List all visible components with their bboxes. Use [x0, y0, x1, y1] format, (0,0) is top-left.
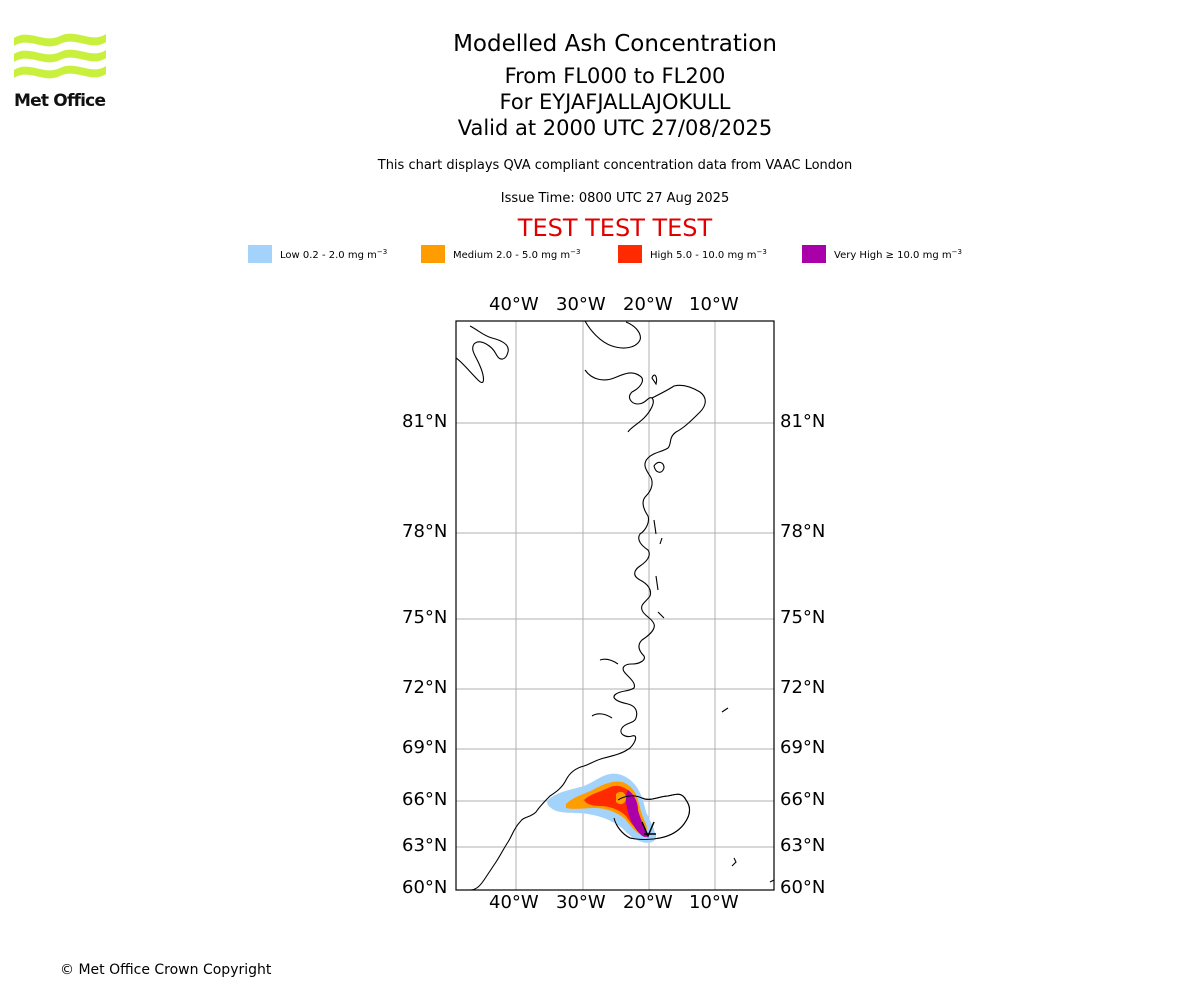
lat-tick-right-69n: 69°N — [780, 737, 826, 758]
ash-very-high-region — [625, 790, 648, 837]
lon-tick-top-40w: 40°W — [489, 294, 539, 315]
legend-swatch-very-high — [802, 245, 826, 263]
legend-swatch-medium — [421, 245, 445, 263]
lat-tick-left-72n: 72°N — [402, 677, 448, 698]
legend-item-medium: Medium 2.0 - 5.0 mg m−3 — [421, 244, 580, 264]
coast-island-2 — [653, 461, 665, 473]
legend-item-low: Low 0.2 - 2.0 mg m−3 — [248, 244, 387, 264]
coast-fjord-1 — [599, 658, 619, 665]
lon-tick-top-30w: 30°W — [556, 294, 606, 315]
lat-tick-left-75n: 75°N — [402, 607, 448, 628]
lat-tick-left-60n: 60°N — [402, 877, 448, 898]
legend-swatch-high — [618, 245, 642, 263]
volcano-name: For EYJAFJALLAJOKULL — [499, 90, 731, 114]
coast-island-6 — [657, 611, 665, 619]
legend-exp-medium: −3 — [570, 247, 581, 256]
coast-greenland-nw — [456, 325, 509, 384]
qva-note: This chart displays QVA compliant concen… — [377, 158, 853, 173]
legend-exp-high: −3 — [756, 247, 767, 256]
coast-fjord-2 — [591, 713, 613, 719]
lat-tick-left-66n: 66°N — [402, 789, 448, 810]
issue-time: Issue Time: 0800 UTC 27 Aug 2025 — [500, 191, 730, 206]
met-office-waves-icon — [14, 33, 106, 79]
coast-island-1 — [651, 374, 658, 386]
legend-exp-low: −3 — [376, 247, 388, 256]
lat-tick-right-81n: 81°N — [780, 411, 826, 432]
met-office-logo: Met Office — [14, 30, 106, 112]
coast-island-3 — [653, 519, 657, 535]
lat-tick-right-60n: 60°N — [780, 877, 826, 898]
legend-swatch-low — [248, 245, 272, 263]
lon-tick-top-10w: 10°W — [689, 294, 739, 315]
coast-island-5 — [655, 575, 659, 591]
lat-tick-right-75n: 75°N — [780, 607, 826, 628]
lon-tick-bottom-30w: 30°W — [556, 892, 606, 913]
lat-tick-left-78n: 78°N — [402, 521, 448, 542]
lon-tick-top-20w: 20°W — [623, 294, 673, 315]
legend: Low 0.2 - 2.0 mg m−3 Medium 2.0 - 5.0 mg… — [0, 244, 1200, 264]
coast-scotland-edge — [769, 879, 774, 883]
lon-tick-bottom-10w: 10°W — [689, 892, 739, 913]
coast-island-4 — [659, 537, 663, 545]
legend-label-low: Low 0.2 - 2.0 mg m — [280, 249, 377, 261]
legend-label-high: High 5.0 - 10.0 mg m — [650, 249, 757, 261]
legend-exp-very-high: −3 — [951, 247, 962, 256]
valid-time: Valid at 2000 UTC 27/08/2025 — [457, 116, 773, 140]
lat-tick-left-63n: 63°N — [402, 835, 448, 856]
lon-tick-bottom-20w: 20°W — [623, 892, 673, 913]
lat-tick-right-63n: 63°N — [780, 835, 826, 856]
lon-tick-bottom-40w: 40°W — [489, 892, 539, 913]
test-banner: TEST TEST TEST — [517, 214, 713, 242]
chart-title: Modelled Ash Concentration — [453, 31, 777, 57]
map-frame — [455, 320, 775, 891]
coast-greenland-ne — [469, 321, 706, 890]
coast-jan-mayen — [721, 707, 729, 713]
lat-tick-left-69n: 69°N — [402, 737, 448, 758]
legend-label-medium: Medium 2.0 - 5.0 mg m — [453, 249, 571, 261]
lat-tick-right-72n: 72°N — [780, 677, 826, 698]
legend-label-very-high: Very High ≥ 10.0 mg m — [834, 249, 952, 261]
lat-tick-right-78n: 78°N — [780, 521, 826, 542]
lat-tick-right-66n: 66°N — [780, 789, 826, 810]
volcano-marker — [641, 821, 656, 838]
legend-item-high: High 5.0 - 10.0 mg m−3 — [618, 244, 767, 264]
coast-faroe — [731, 857, 737, 867]
legend-item-very-high: Very High ≥ 10.0 mg m−3 — [802, 244, 962, 264]
flight-levels: From FL000 to FL200 — [504, 64, 726, 88]
copyright-notice: © Met Office Crown Copyright — [60, 962, 272, 978]
coast-iceland-overlay — [613, 793, 691, 840]
lat-tick-left-81n: 81°N — [402, 411, 448, 432]
logo-text: Met Office — [14, 91, 106, 111]
